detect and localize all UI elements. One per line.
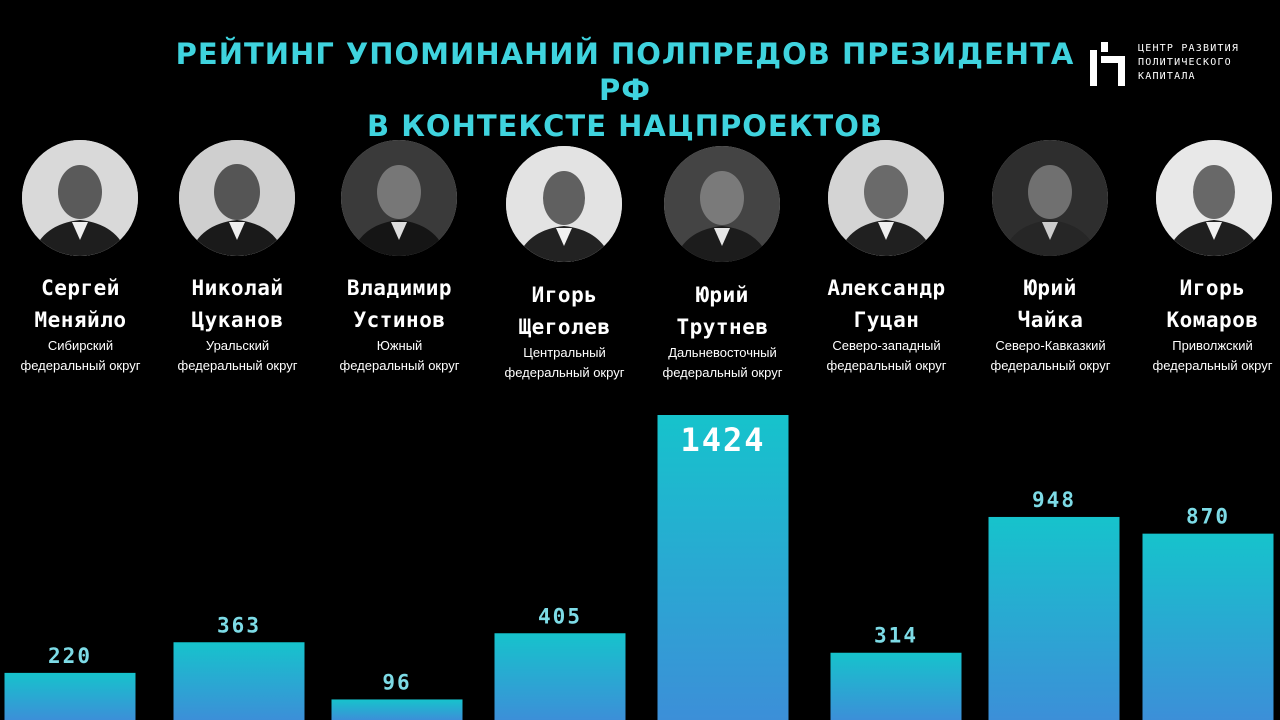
portrait-photo [506, 146, 622, 262]
chart-title: РЕЙТИНГ УПОМИНАНИЙ ПОЛПРЕДОВ ПРЕЗИДЕНТА … [150, 36, 1100, 144]
bar-value-label: 405 [538, 604, 582, 628]
person-district-suffix: федеральный округ [504, 365, 625, 380]
bar-value-label: 948 [1032, 488, 1076, 512]
bar-value-label: 314 [874, 624, 918, 648]
title-line-1: РЕЙТИНГ УПОМИНАНИЙ ПОЛПРЕДОВ ПРЕЗИДЕНТА … [175, 37, 1075, 107]
logo-mark-icon [1090, 42, 1125, 86]
person-district: Сибирский [47, 338, 114, 353]
portrait-photo [828, 140, 944, 256]
bar-3 [331, 699, 463, 720]
person-last-name: Щеголев [518, 315, 611, 339]
portrait-photo [992, 140, 1108, 256]
person-last-name: Гуцан [853, 308, 920, 332]
bar-2 [173, 642, 305, 720]
person-column: Игорь Щеголев Центральный федеральный ок… [482, 279, 647, 383]
logo-text: ЦЕНТР РАЗВИТИЯ ПОЛИТИЧЕСКОГО КАПИТАЛА [1138, 42, 1268, 84]
bar-value-label: 1424 [680, 421, 765, 459]
person-district: Уральский [205, 338, 270, 353]
person-last-name: Устинов [353, 308, 446, 332]
bar-7 [988, 516, 1120, 720]
person-first-name: Александр [827, 276, 946, 300]
bar-6 [830, 652, 962, 720]
person-column: Сергей Меняйло Сибирский федеральный окр… [0, 272, 163, 376]
portrait-photo [1156, 140, 1272, 256]
person-first-name: Николай [191, 276, 284, 300]
person-first-name: Игорь [1179, 276, 1246, 300]
person-column: Игорь Комаров Приволжский федеральный ок… [1130, 272, 1280, 376]
person-district-suffix: федеральный округ [177, 358, 298, 373]
bar-value-label: 96 [382, 670, 411, 694]
person-district-suffix: федеральный округ [339, 358, 460, 373]
person-last-name: Чайка [1017, 308, 1084, 332]
person-district: Северо-западный [832, 338, 941, 353]
logo: ЦЕНТР РАЗВИТИЯ ПОЛИТИЧЕСКОГО КАПИТАЛА [1088, 40, 1268, 90]
person-district: Приволжский [1172, 338, 1253, 353]
logo-line-2: ПОЛИТИЧЕСКОГО [1138, 57, 1232, 68]
logo-line-1: ЦЕНТР РАЗВИТИЯ [1138, 43, 1240, 54]
person-district-suffix: федеральный округ [1152, 358, 1273, 373]
person-last-name: Комаров [1166, 308, 1259, 332]
person-district-suffix: федеральный округ [20, 358, 141, 373]
bar-5 [657, 415, 789, 720]
person-last-name: Меняйло [34, 308, 127, 332]
person-column: Юрий Трутнев Дальневосточный федеральный… [640, 279, 805, 383]
person-district: Центральный [523, 345, 606, 360]
title-line-2: В КОНТЕКСТЕ НАЦПРОЕКТОВ [367, 109, 883, 143]
person-column: Александр Гуцан Северо-западный федераль… [804, 272, 969, 376]
person-district: Южный [376, 338, 423, 353]
bar-8 [1142, 533, 1274, 720]
portrait-photo [179, 140, 295, 256]
bar-value-label: 870 [1186, 505, 1230, 529]
bar-value-label: 220 [48, 644, 92, 668]
person-column: Юрий Чайка Северо-Кавказкий федеральный … [968, 272, 1133, 376]
person-district-suffix: федеральный округ [662, 365, 783, 380]
bar-1 [4, 672, 136, 720]
bar-value-label: 363 [217, 613, 261, 637]
person-district: Дальневосточный [668, 345, 777, 360]
person-district-suffix: федеральный округ [990, 358, 1111, 373]
person-first-name: Сергей [41, 276, 120, 300]
person-district: Северо-Кавказкий [995, 338, 1106, 353]
portrait-photo [341, 140, 457, 256]
bar-4 [494, 633, 626, 720]
person-first-name: Юрий [1024, 276, 1077, 300]
logo-line-3: КАПИТАЛА [1138, 71, 1196, 82]
person-first-name: Владимир [346, 276, 453, 300]
person-column: Николай Цуканов Уральский федеральный ок… [155, 272, 320, 376]
person-first-name: Игорь [531, 283, 598, 307]
person-last-name: Цуканов [191, 308, 284, 332]
portrait-photo [22, 140, 138, 256]
person-first-name: Юрий [696, 283, 749, 307]
person-district-suffix: федеральный округ [826, 358, 947, 373]
person-column: Владимир Устинов Южный федеральный округ [317, 272, 482, 376]
person-last-name: Трутнев [676, 315, 769, 339]
portrait-photo [664, 146, 780, 262]
